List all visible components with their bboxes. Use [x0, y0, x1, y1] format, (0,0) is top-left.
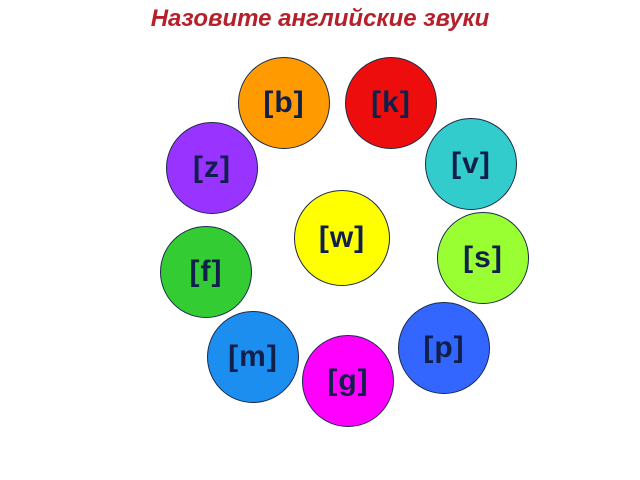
sound-circle-k[interactable]: [k]: [345, 57, 437, 149]
sound-circle-z[interactable]: [z]: [166, 122, 258, 214]
sound-label-s: [s]: [463, 241, 503, 274]
sound-circle-w[interactable]: [w]: [294, 190, 390, 286]
sound-label-k: [k]: [371, 86, 411, 119]
sound-label-f: [f]: [189, 255, 223, 288]
sound-label-z: [z]: [193, 151, 231, 184]
sound-label-b: [b]: [263, 86, 305, 119]
sound-label-p: [p]: [423, 331, 465, 364]
sound-label-v: [v]: [451, 147, 491, 180]
sound-circle-v[interactable]: [v]: [425, 118, 517, 210]
sound-circle-f[interactable]: [f]: [160, 226, 252, 318]
sound-label-g: [g]: [327, 364, 369, 397]
sound-circle-b[interactable]: [b]: [238, 57, 330, 149]
sound-circle-m[interactable]: [m]: [207, 311, 299, 403]
sound-label-m: [m]: [228, 340, 278, 373]
page-title: Назовите английские звуки: [150, 5, 490, 32]
sound-circle-g[interactable]: [g]: [302, 335, 394, 427]
sound-label-w: [w]: [318, 221, 366, 254]
sound-circle-s[interactable]: [s]: [437, 212, 529, 304]
sound-circle-p[interactable]: [p]: [398, 302, 490, 394]
